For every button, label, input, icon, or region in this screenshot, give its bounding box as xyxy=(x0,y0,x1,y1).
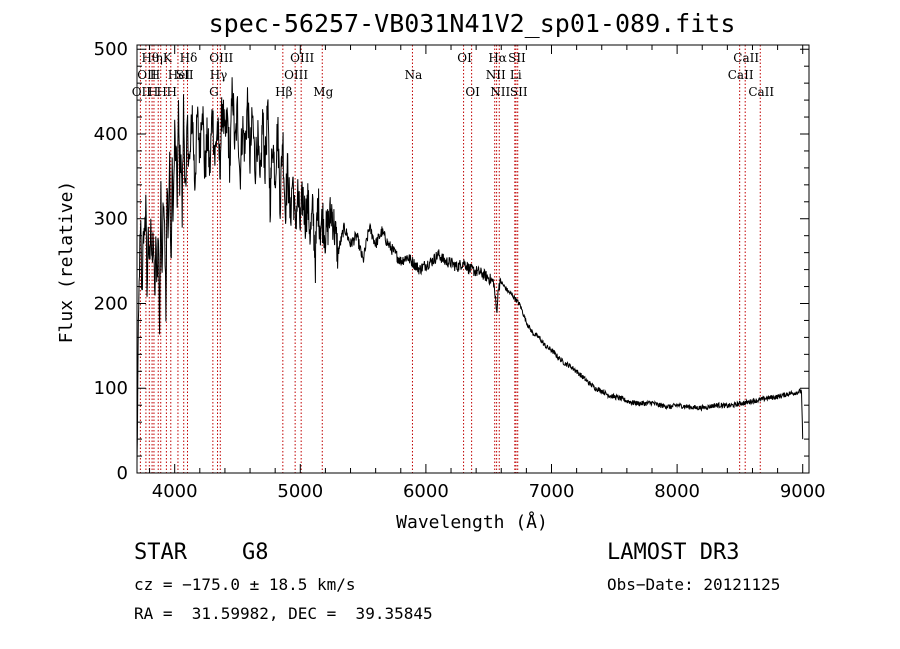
y-axis-label: Flux (relative) xyxy=(56,181,77,344)
line-label-21: OI xyxy=(465,85,480,99)
line-label-3: H xyxy=(148,85,158,99)
axes: 4000 5000 6000 7000 8000 9000 0 100 200 300 400 500 xyxy=(94,39,826,502)
y-tick-label-2: 200 xyxy=(94,293,128,314)
line-label-13: Hγ xyxy=(210,68,228,82)
line-label-24: NII xyxy=(490,85,510,99)
line-label-9: HeI xyxy=(168,68,191,82)
line-label-11: Hδ xyxy=(180,51,198,65)
x-tick-label-2: 6000 xyxy=(403,481,449,502)
y-tick-label-1: 100 xyxy=(94,378,128,399)
line-label-15: Hβ xyxy=(275,85,292,99)
line-label-25: Li xyxy=(510,68,522,82)
line-label-29: CaII xyxy=(733,51,759,65)
line-label-17: OIII xyxy=(290,51,314,65)
line-label-19: Na xyxy=(405,68,423,82)
x-tick-label-4: 8000 xyxy=(654,481,700,502)
line-label-28: CaII xyxy=(728,68,754,82)
y-tick-label-3: 300 xyxy=(94,209,128,230)
y-tick-label-4: 400 xyxy=(94,124,128,145)
line-label-14: OIII xyxy=(209,51,233,65)
x-tick-label-1: 5000 xyxy=(277,481,323,502)
object-class: STAR xyxy=(134,540,187,565)
coordinates: RA = 31.59982, DEC = 39.35845 xyxy=(134,604,433,623)
line-labels: OIIOIIHθHHηHKHHeISIIHδGHγOIIIHβOIIIOIIIM… xyxy=(132,51,775,99)
line-label-2: Hθ xyxy=(141,51,159,65)
line-label-23: Hα xyxy=(488,51,507,65)
subclass: G8 xyxy=(242,540,269,565)
obs-date: Obs−Date: 20121125 xyxy=(607,575,781,594)
line-label-18: Mg xyxy=(313,85,333,99)
line-label-1: OII xyxy=(137,68,157,82)
y-tick-label-5: 500 xyxy=(94,39,128,60)
survey-name: LAMOST DR3 xyxy=(607,540,740,565)
line-label-12: G xyxy=(209,85,219,99)
plot-frame xyxy=(136,44,810,474)
line-label-22: NII xyxy=(486,68,506,82)
line-label-26: SII xyxy=(508,51,526,65)
line-label-10: SII xyxy=(176,68,194,82)
line-label-5: η xyxy=(156,51,163,65)
x-axis-label: Wavelength (Å) xyxy=(396,511,548,533)
line-label-27: SII xyxy=(510,85,528,99)
y-tick-label-0: 0 xyxy=(117,463,128,484)
x-tick-label-3: 7000 xyxy=(529,481,575,502)
series-group xyxy=(136,77,804,462)
line-label-6: H xyxy=(157,85,167,99)
redshift-velocity: cz = −175.0 ± 18.5 km/s xyxy=(134,575,356,594)
spectrum-line xyxy=(136,77,804,462)
line-label-16: OIII xyxy=(284,68,308,82)
line-label-4: H xyxy=(150,68,160,82)
line-label-20: OI xyxy=(457,51,472,65)
line-label-30: CaII xyxy=(748,85,774,99)
x-tick-label-5: 9000 xyxy=(780,481,826,502)
chart-title: spec-56257-VB031N41V2_sp01-089.fits xyxy=(209,9,736,38)
line-label-8: H xyxy=(167,85,177,99)
line-label-7: K xyxy=(163,51,173,65)
x-tick-label-0: 4000 xyxy=(152,481,198,502)
